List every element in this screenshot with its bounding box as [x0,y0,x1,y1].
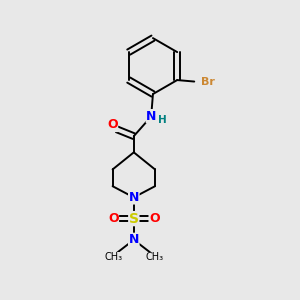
Text: CH₃: CH₃ [104,253,122,262]
Text: S: S [129,212,139,226]
Text: Br: Br [201,76,215,86]
Text: O: O [108,212,119,225]
Text: H: H [158,115,167,125]
Text: O: O [107,118,118,131]
Text: N: N [129,233,139,246]
Text: N: N [129,191,139,204]
Text: CH₃: CH₃ [146,253,164,262]
Text: N: N [146,110,157,123]
Text: O: O [149,212,160,225]
